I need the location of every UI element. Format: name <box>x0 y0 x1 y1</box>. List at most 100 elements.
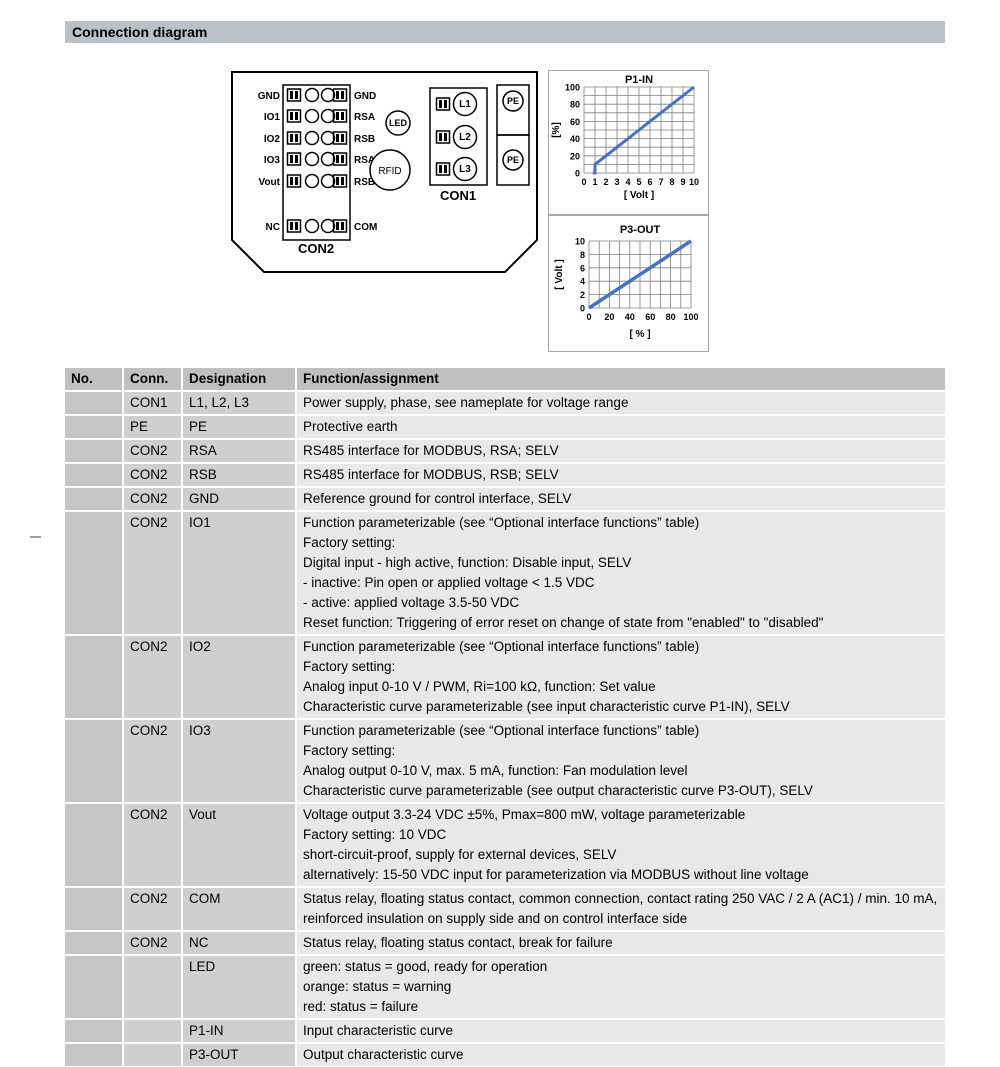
con2-label: CON2 <box>298 241 334 256</box>
cell-conn: CON2 <box>124 464 181 486</box>
cell-designation: IO1 <box>183 512 295 634</box>
con2-left-label: IO3 <box>264 155 281 166</box>
svg-text:2: 2 <box>580 290 585 300</box>
cell-conn <box>124 1020 181 1042</box>
con2-right-label: GND <box>354 91 376 102</box>
svg-text:[ Volt ]: [ Volt ] <box>624 190 654 201</box>
led-label: LED <box>389 118 408 128</box>
cell-function: Protective earth <box>297 416 945 438</box>
svg-text:3: 3 <box>614 177 619 187</box>
col-header-function: Function/assignment <box>297 368 945 390</box>
pe-terminals: PE PE <box>496 84 530 186</box>
cell-no <box>65 464 122 486</box>
cell-designation: P1-IN <box>183 1020 295 1042</box>
cell-conn <box>124 1044 181 1066</box>
pe-label: PE <box>507 96 519 106</box>
svg-text:10: 10 <box>689 177 699 187</box>
svg-text:8: 8 <box>669 177 674 187</box>
svg-text:0: 0 <box>586 312 591 322</box>
rfid-area: RFID <box>369 149 411 191</box>
cell-designation: LED <box>183 956 295 1018</box>
svg-text:0: 0 <box>580 304 585 314</box>
svg-text:P1-IN: P1-IN <box>625 74 653 86</box>
table-row: CON2 RSA RS485 interface for MODBUS, RSA… <box>65 440 945 462</box>
cell-no <box>65 720 122 802</box>
con2-right-label: RSB <box>354 177 375 188</box>
cell-function: Output characteristic curve <box>297 1044 945 1066</box>
svg-text:7: 7 <box>658 177 663 187</box>
col-header-conn: Conn. <box>124 368 181 390</box>
cell-no <box>65 888 122 930</box>
cell-conn: CON2 <box>124 512 181 634</box>
cell-conn: CON2 <box>124 932 181 954</box>
table-row: CON2 IO3 Function parameterizable (see “… <box>65 720 945 802</box>
cell-conn: CON2 <box>124 488 181 510</box>
svg-text:100: 100 <box>683 312 698 322</box>
cell-function: RS485 interface for MODBUS, RSA; SELV <box>297 440 945 462</box>
table-row: LED green: status = good, ready for oper… <box>65 956 945 1018</box>
con2-right-label: RSA <box>354 112 375 123</box>
margin-change-dash <box>30 536 41 538</box>
table-row: P1-IN Input characteristic curve <box>65 1020 945 1042</box>
svg-text:40: 40 <box>570 134 580 144</box>
cell-no <box>65 636 122 718</box>
col-header-designation: Designation <box>183 368 295 390</box>
cell-designation: P3-OUT <box>183 1044 295 1066</box>
col-header-no: No. <box>65 368 122 390</box>
section-title-bar: Connection diagram <box>65 21 945 43</box>
cell-conn <box>124 956 181 1018</box>
cell-function: Voltage output 3.3-24 VDC ±5%, Pmax=800 … <box>297 804 945 886</box>
cell-designation: PE <box>183 416 295 438</box>
cell-no <box>65 440 122 462</box>
table-header-row: No. Conn. Designation Function/assignmen… <box>65 368 945 390</box>
led-indicator: LED <box>385 110 411 136</box>
cell-conn: CON2 <box>124 888 181 930</box>
cell-no <box>65 804 122 886</box>
con1-terminal-label: L3 <box>459 164 471 175</box>
svg-text:20: 20 <box>604 312 614 322</box>
svg-text:100: 100 <box>565 83 580 93</box>
device-diagram: GND GND IO1 RSA IO2 RSB IO3 RSA Vout RSB… <box>231 71 538 273</box>
cell-no <box>65 1044 122 1066</box>
pe-label: PE <box>507 155 519 165</box>
cell-no <box>65 488 122 510</box>
cell-designation: L1, L2, L3 <box>183 392 295 414</box>
table-row: CON2 Vout Voltage output 3.3-24 VDC ±5%,… <box>65 804 945 886</box>
cell-designation: IO3 <box>183 720 295 802</box>
table-row: P3-OUT Output characteristic curve <box>65 1044 945 1066</box>
cell-conn: CON1 <box>124 392 181 414</box>
con2-left-label: IO1 <box>264 112 281 123</box>
cell-designation: RSB <box>183 464 295 486</box>
svg-text:20: 20 <box>570 151 580 161</box>
cell-conn: CON2 <box>124 804 181 886</box>
cell-conn: PE <box>124 416 181 438</box>
cell-function: Status relay, floating status contact, c… <box>297 888 945 930</box>
rfid-label: RFID <box>378 166 401 177</box>
svg-text:[ Volt ]: [ Volt ] <box>554 259 565 289</box>
cell-no <box>65 956 122 1018</box>
connection-table: No. Conn. Designation Function/assignmen… <box>63 366 947 1067</box>
cell-designation: NC <box>183 932 295 954</box>
cell-designation: RSA <box>183 440 295 462</box>
svg-text:1: 1 <box>592 177 597 187</box>
svg-text:4: 4 <box>625 177 630 187</box>
svg-text:80: 80 <box>570 100 580 110</box>
cell-function: Input characteristic curve <box>297 1020 945 1042</box>
con2-right-label: COM <box>354 222 377 233</box>
svg-text:4: 4 <box>580 277 585 287</box>
con2-right-label: RSA <box>354 155 375 166</box>
cell-no <box>65 932 122 954</box>
table-row: CON2 COM Status relay, floating status c… <box>65 888 945 930</box>
cell-function: Function parameterizable (see “Optional … <box>297 720 945 802</box>
cell-function: RS485 interface for MODBUS, RSB; SELV <box>297 464 945 486</box>
svg-text:60: 60 <box>645 312 655 322</box>
svg-text:0: 0 <box>581 177 586 187</box>
con1-terminal-label: L2 <box>459 132 471 143</box>
cell-function: Function parameterizable (see “Optional … <box>297 512 945 634</box>
cell-function: green: status = good, ready for operatio… <box>297 956 945 1018</box>
table-row: CON2 IO1 Function parameterizable (see “… <box>65 512 945 634</box>
con2-left-label: IO2 <box>264 134 281 145</box>
cell-function: Power supply, phase, see nameplate for v… <box>297 392 945 414</box>
